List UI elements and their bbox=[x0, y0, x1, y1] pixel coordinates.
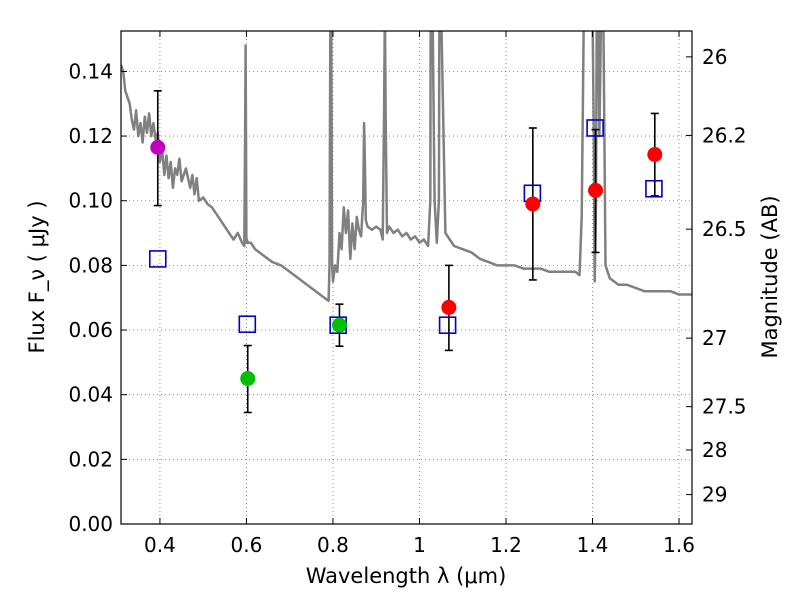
observed-flux-point bbox=[525, 196, 541, 212]
model-photometry-point bbox=[645, 179, 663, 198]
x-tick-label: 1.4 bbox=[577, 533, 609, 557]
y-tick-label: 0.06 bbox=[68, 318, 113, 342]
right-tick-label: 27.5 bbox=[702, 395, 747, 419]
model-photometry-point bbox=[238, 315, 257, 334]
model-photometry-points bbox=[148, 119, 663, 334]
observed-flux-point bbox=[588, 182, 604, 198]
y-tick-label: 0.08 bbox=[68, 253, 113, 277]
observed-flux-points bbox=[150, 139, 663, 387]
model-photometry-point bbox=[586, 119, 604, 137]
y-tick-label: 0.04 bbox=[68, 383, 113, 407]
y-tick-label: 0.00 bbox=[68, 512, 113, 536]
observed-flux-point bbox=[150, 139, 166, 155]
right-tick-label: 28 bbox=[702, 438, 727, 462]
right-tick-label: 27 bbox=[702, 326, 727, 350]
y-tick-label: 0.02 bbox=[68, 447, 113, 471]
y-axis-label: Flux F_ν ( μJy ) bbox=[25, 200, 50, 353]
x-tick-label: 1 bbox=[413, 533, 426, 557]
y-tick-label: 0.10 bbox=[68, 189, 113, 213]
plot-background bbox=[121, 31, 692, 524]
observed-flux-point bbox=[441, 299, 457, 315]
x-tick-label: 0.6 bbox=[231, 533, 263, 557]
model-spectrum-line bbox=[121, 31, 692, 303]
x-axis-label: Wavelength λ (μm) bbox=[306, 564, 507, 588]
right-tick-label: 26.2 bbox=[702, 123, 747, 147]
y-tick-label: 0.12 bbox=[68, 124, 113, 148]
x-tick-label: 1.6 bbox=[663, 533, 695, 557]
y-axis-ticks: 0.00 0.02 0.04 0.06 0.08 0.10 0.12 0.14 bbox=[68, 59, 127, 536]
observed-flux-point bbox=[240, 371, 256, 387]
x-axis-ticks: 0.4 0.6 0.8 1 1.2 1.4 1.6 bbox=[144, 31, 695, 557]
observed-flux-point bbox=[331, 317, 347, 333]
right-tick-label: 26 bbox=[702, 45, 727, 69]
observed-flux-point bbox=[647, 146, 663, 162]
right-axis-ticks: 26 26.2 26.5 27 27.5 28 29 bbox=[686, 45, 747, 507]
right-tick-label: 29 bbox=[702, 483, 727, 507]
model-photometry-point bbox=[148, 250, 167, 268]
x-tick-label: 0.4 bbox=[144, 533, 176, 557]
plot-frame bbox=[120, 30, 693, 525]
x-tick-label: 1.2 bbox=[490, 533, 522, 557]
x-tick-label: 0.8 bbox=[317, 533, 349, 557]
y-tick-label: 0.14 bbox=[68, 59, 113, 83]
right-tick-label: 26.5 bbox=[702, 217, 747, 241]
plot-area bbox=[121, 31, 692, 414]
right-axis-label: Magnitude (AB) bbox=[758, 195, 782, 358]
model-photometry-point bbox=[438, 316, 457, 334]
